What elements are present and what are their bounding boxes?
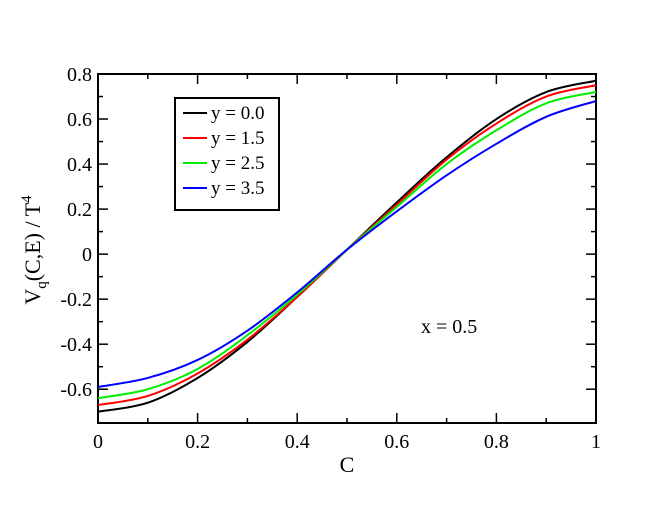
- y-tick-label: 0.6: [67, 109, 92, 131]
- legend-label-2: y = 2.5: [211, 153, 264, 174]
- y-axis-label-sup: 4: [19, 195, 35, 203]
- y-tick-label: 0.4: [67, 154, 92, 176]
- y-tick-label: -0.6: [60, 379, 92, 401]
- series-line-2: [97, 91, 597, 400]
- y-axis-label-main: V: [20, 289, 45, 305]
- legend-label-1: y = 1.5: [211, 128, 264, 149]
- x-tick-label: 0: [93, 431, 103, 453]
- y-axis-label-rest: (C,E) / T: [20, 202, 45, 281]
- series-line-1: [97, 84, 597, 406]
- x-axis-label: C: [340, 452, 355, 477]
- y-tick-label: 0.8: [67, 64, 92, 86]
- annotation-x-value: x = 0.5: [421, 316, 477, 338]
- legend-label-0: y = 0.0: [211, 103, 264, 124]
- y-tick-label: 0: [82, 244, 92, 266]
- series-lines: [97, 79, 597, 413]
- y-tick-label: -0.4: [60, 334, 92, 356]
- legend-label-3: y = 3.5: [211, 178, 264, 199]
- x-tick-label: 0.2: [185, 431, 210, 453]
- legend: y = 0.0 y = 1.5 y = 2.5 y = 3.5: [174, 97, 280, 211]
- x-tick-label: 0.8: [484, 431, 509, 453]
- axis-ticks: [97, 73, 597, 423]
- series-line-3: [97, 100, 597, 388]
- tick-labels: 0 0.2 0.4 0.6 0.8 1 -0.6 -0.4 -0.2 0 0.2 0.4 0.6 0.8: [60, 64, 601, 453]
- y-axis-label: Vq(C,E) / T4: [19, 195, 50, 305]
- y-axis-label-sub: q: [34, 281, 50, 289]
- x-tick-label: 0.6: [384, 431, 409, 453]
- x-tick-label: 0.4: [285, 431, 310, 453]
- y-tick-label: 0.2: [67, 199, 92, 221]
- x-tick-label: 1: [591, 431, 601, 453]
- legend-box: [174, 97, 280, 211]
- y-tick-label: -0.2: [60, 289, 92, 311]
